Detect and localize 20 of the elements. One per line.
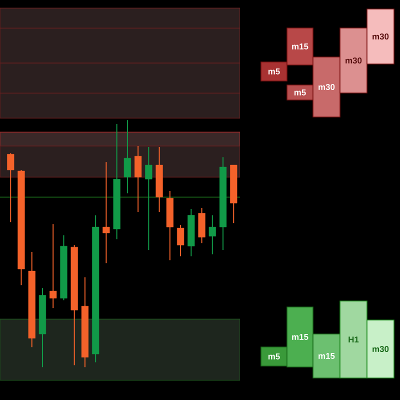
text: m30 xyxy=(318,84,335,90)
candlestick xyxy=(208,214,216,255)
candlestick xyxy=(50,224,57,309)
text: m15 xyxy=(292,334,308,340)
text: m30 xyxy=(372,346,389,352)
text: m15 xyxy=(292,44,308,50)
text: m5 xyxy=(294,90,306,96)
text: m5 xyxy=(268,68,280,74)
text: m15 xyxy=(318,353,335,359)
candlestick xyxy=(134,146,142,212)
candlestick xyxy=(198,208,206,244)
candlestick xyxy=(102,162,110,264)
text: m30 xyxy=(346,58,362,64)
text: H1 xyxy=(348,336,359,342)
candlestick xyxy=(145,146,152,251)
candlestick xyxy=(7,152,14,223)
text: m30 xyxy=(372,34,389,40)
candlestick xyxy=(124,120,131,194)
candlestick xyxy=(176,224,184,257)
text: m5 xyxy=(268,354,280,360)
